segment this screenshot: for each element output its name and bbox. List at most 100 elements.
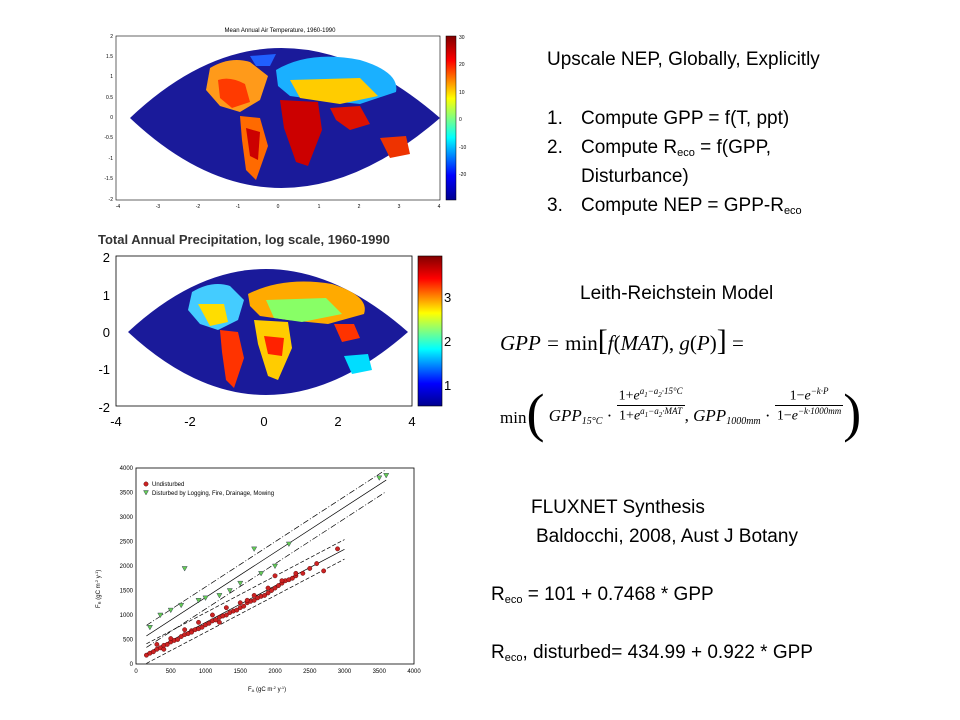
scatter-point-undisturbed bbox=[244, 597, 250, 603]
svg-text:-2: -2 bbox=[109, 197, 114, 203]
svg-text:1: 1 bbox=[110, 74, 113, 80]
scatter-point-disturbed bbox=[216, 593, 223, 599]
svg-text:-1.5: -1.5 bbox=[104, 176, 113, 182]
svg-text:0: 0 bbox=[459, 117, 462, 123]
step-3: 3. Compute NEP = GPP-Reco bbox=[547, 195, 802, 217]
scatter-legend: Undisturbed Disturbed by Logging, Fire, … bbox=[143, 481, 274, 497]
scatter-regression-line bbox=[146, 491, 387, 648]
scatter-point-undisturbed bbox=[307, 566, 313, 571]
svg-text:-2: -2 bbox=[184, 414, 196, 429]
svg-text:-3: -3 bbox=[156, 204, 161, 210]
scatter-regression-line bbox=[146, 539, 345, 645]
scatter-point-disturbed bbox=[178, 603, 185, 609]
scatter-xticks: 0 500 1000 1500 2000 2500 3000 3500 4000 bbox=[134, 669, 421, 675]
temperature-map-yticks: 2 1.5 1 0.5 0 -0.5 -1 -1.5 -2 bbox=[104, 34, 113, 203]
svg-text:-1: -1 bbox=[109, 156, 114, 162]
equation-undisturbed: Reco = 101 + 0.7468 * GPP bbox=[491, 584, 714, 606]
scatter-point-disturbed bbox=[237, 580, 244, 587]
scatter-point-disturbed bbox=[167, 607, 174, 614]
scatter-xtick-label: 2000 bbox=[268, 669, 282, 675]
step-2-text-a: Compute R bbox=[581, 137, 678, 158]
temperature-colorbar-ticks: 30 20 10 0 -10 -20 bbox=[459, 35, 466, 178]
legend-disturbed-marker bbox=[143, 490, 149, 496]
precipitation-continents bbox=[188, 281, 372, 388]
eq2-rest: , disturbed= 434.99 + 0.922 * GPP bbox=[522, 642, 813, 663]
scatter-yticks: 4000 3500 3000 2500 2000 1500 1000 500 0 bbox=[120, 466, 134, 668]
temperature-continents bbox=[206, 54, 410, 180]
scatter-point-undisturbed bbox=[154, 641, 160, 647]
scatter-point-undisturbed bbox=[251, 597, 257, 603]
step-2-text-b: = f(GPP, bbox=[694, 137, 772, 158]
temperature-map-xticks: -4 -3 -2 -1 0 1 2 3 4 bbox=[116, 204, 441, 210]
step-1-number: 1. bbox=[547, 108, 563, 129]
scatter-point-undisturbed bbox=[300, 570, 306, 576]
scatter-point-disturbed bbox=[181, 566, 188, 572]
scatter-xtick-label: 4000 bbox=[407, 669, 421, 675]
scatter-xtick-label: 3500 bbox=[373, 669, 387, 675]
scatter-point-undisturbed bbox=[210, 612, 215, 618]
scatter-ytick-label: 4000 bbox=[120, 466, 134, 472]
fluxnet-scatter-chart: 4000 3500 3000 2500 2000 1500 1000 500 0 0 500 100… bbox=[94, 466, 421, 693]
scatter-point-undisturbed bbox=[161, 646, 167, 652]
precipitation-map-xticks: -4 -2 0 2 4 bbox=[110, 414, 415, 429]
step-2: 2. Compute Reco = f(GPP, bbox=[547, 137, 771, 159]
svg-text:2: 2 bbox=[110, 34, 113, 40]
scatter-point-undisturbed bbox=[199, 624, 205, 630]
scatter-ylabel: FR (gC m-2 y-1) bbox=[94, 570, 102, 608]
scatter-ytick-label: 2000 bbox=[120, 564, 134, 570]
svg-text:1.5: 1.5 bbox=[106, 54, 113, 60]
scatter-point-undisturbed bbox=[272, 585, 278, 591]
step-3-sub: eco bbox=[783, 205, 802, 217]
scatter-point-undisturbed bbox=[321, 568, 327, 574]
scatter-xtick-label: 1500 bbox=[234, 669, 248, 675]
scatter-point-undisturbed bbox=[150, 649, 156, 655]
svg-text:-10: -10 bbox=[459, 145, 466, 151]
formula-line-1: GPP = min[f(MAT), g(P)] = bbox=[500, 324, 744, 357]
svg-text:3: 3 bbox=[444, 290, 451, 305]
scatter-ytick-label: 3000 bbox=[120, 515, 134, 521]
model-title: Leith-Reichstein Model bbox=[580, 283, 774, 304]
equation-disturbed: Reco, disturbed= 434.99 + 0.922 * GPP bbox=[491, 642, 813, 664]
step-3-text-a: Compute NEP = GPP-R bbox=[581, 195, 784, 216]
scatter-ytick-label: 2500 bbox=[120, 540, 134, 546]
eq2-r: R bbox=[491, 642, 505, 663]
fluxnet-citation: Baldocchi, 2008, Aust J Botany bbox=[536, 526, 798, 547]
scatter-point-undisturbed bbox=[164, 641, 170, 647]
scatter-point-disturbed bbox=[146, 625, 153, 631]
legend-disturbed-label: Disturbed by Logging, Fire, Drainage, Mo… bbox=[152, 491, 274, 497]
step-3-number: 3. bbox=[547, 195, 563, 216]
legend-undisturbed-marker bbox=[143, 481, 149, 487]
scatter-point-undisturbed bbox=[237, 600, 243, 606]
svg-text:2: 2 bbox=[103, 250, 110, 265]
svg-text:0: 0 bbox=[103, 325, 110, 340]
scatter-xlabel: FA (gC m-2 y-1) bbox=[248, 685, 286, 693]
temperature-colorbar bbox=[445, 35, 457, 201]
svg-text:-2: -2 bbox=[98, 400, 110, 415]
scatter-point-undisturbed bbox=[234, 607, 240, 613]
leith-reichstein-formula: GPP = min[f(MAT), g(P)] = min( GPP15°C ·… bbox=[500, 322, 940, 443]
svg-text:-4: -4 bbox=[110, 414, 122, 429]
scatter-point-undisturbed bbox=[279, 578, 285, 584]
legend-undisturbed-label: Undisturbed bbox=[152, 482, 184, 488]
precipitation-map: Total Annual Precipitation, log scale, 1… bbox=[98, 232, 451, 429]
svg-text:1: 1 bbox=[103, 288, 110, 303]
svg-text:20: 20 bbox=[459, 62, 465, 68]
scatter-point-undisturbed bbox=[265, 590, 271, 596]
scatter-xtick-label: 2500 bbox=[303, 669, 317, 675]
svg-text:10: 10 bbox=[459, 90, 465, 96]
svg-text:4: 4 bbox=[438, 204, 441, 210]
svg-text:-1: -1 bbox=[236, 204, 241, 210]
svg-text:2: 2 bbox=[334, 414, 341, 429]
svg-text:30: 30 bbox=[459, 35, 465, 41]
scatter-point-disturbed bbox=[195, 598, 202, 604]
svg-text:-1: -1 bbox=[98, 362, 110, 377]
scatter-point-undisturbed bbox=[269, 588, 274, 593]
scatter-ytick-label: 500 bbox=[123, 638, 134, 644]
eq1-sub: eco bbox=[504, 594, 523, 606]
precipitation-colorbar-ticks: 3 2 1 bbox=[444, 290, 451, 393]
scatter-xtick-label: 500 bbox=[166, 669, 177, 675]
precipitation-colorbar bbox=[417, 255, 443, 407]
scatter-point-undisturbed bbox=[182, 627, 188, 633]
svg-text:-4: -4 bbox=[116, 204, 121, 210]
scatter-point-undisturbed bbox=[223, 605, 229, 611]
